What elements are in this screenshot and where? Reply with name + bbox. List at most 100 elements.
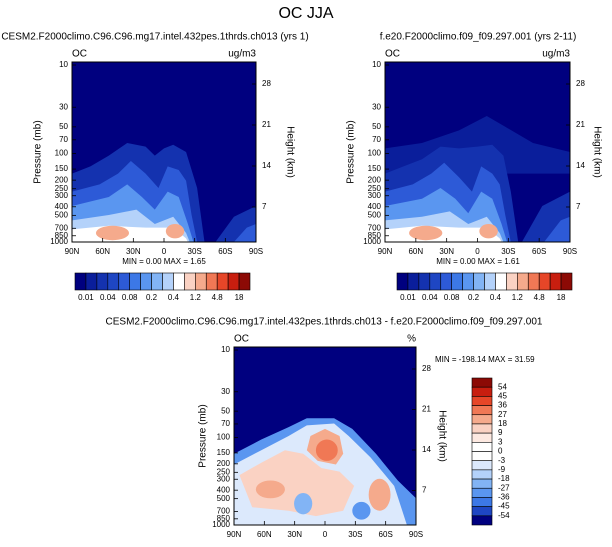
y2-tick-label: 21: [422, 405, 431, 414]
x-tick-label: 90S: [409, 530, 423, 539]
colorbar-label: 0.08: [444, 293, 460, 302]
colorbar-box: [471, 442, 493, 452]
x-tick-label: 90N: [378, 247, 393, 256]
colorbar-label: 1.2: [190, 293, 202, 302]
x-tick-label: 30S: [348, 530, 362, 539]
y-tick-label: 70: [221, 419, 230, 428]
colorbar-label: 0.2: [468, 293, 480, 302]
colorbar-box: [195, 272, 207, 291]
colorbar-box: [560, 272, 573, 291]
colorbar-box: [495, 272, 507, 291]
y-tick-label: 400: [55, 202, 69, 211]
colorbar-box: [418, 272, 431, 291]
colorbar-box: [96, 272, 109, 291]
colorbar-box: [471, 386, 493, 397]
colorbar-box: [471, 377, 493, 388]
variable-label: OC: [72, 49, 87, 60]
colorbar-label: 54: [498, 382, 507, 391]
y-tick-label: 250: [217, 467, 231, 476]
x-tick-label: 90S: [249, 247, 263, 256]
colorbar-box: [227, 272, 240, 291]
colorbar-box: [549, 272, 562, 291]
colorbar-box: [471, 478, 493, 489]
y-tick-label: 50: [372, 122, 381, 131]
units-label: %: [407, 334, 416, 345]
y-tick-label: 850: [55, 231, 69, 240]
colorbar-label: -36: [498, 493, 510, 502]
y-tick-label: 10: [372, 60, 381, 69]
colorbar-label: 3: [498, 437, 503, 446]
panel-title: CESM2.F2000climo.C96.C96.mg17.intel.432p…: [1, 32, 308, 43]
figure-title: OC JJA: [278, 5, 333, 22]
colorbar-label: 0: [498, 447, 503, 456]
contour-field: [234, 347, 416, 525]
x-tick-label: 60S: [218, 247, 232, 256]
colorbar-label: 4.8: [212, 293, 224, 302]
x-tick-label: 90N: [65, 247, 80, 256]
min-max: MIN = 0.00 MAX = 1.61: [436, 257, 520, 266]
colorbar-box: [162, 272, 174, 291]
x-tick-label: 30N: [126, 247, 141, 256]
x-tick-label: 0: [162, 247, 167, 256]
colorbar-box: [471, 414, 493, 425]
colorbar-box: [407, 272, 420, 291]
colorbar-box: [471, 405, 493, 416]
colorbar-box: [484, 272, 496, 291]
y-tick-label: 100: [368, 149, 382, 158]
y-tick-label: 30: [221, 387, 230, 396]
y2-axis-label: Height (km): [591, 126, 602, 178]
colorbar-box: [471, 497, 493, 507]
colorbar-label: 0.4: [168, 293, 180, 302]
colorbar-label: 0.04: [422, 293, 438, 302]
panel-title: f.e20.F2000climo.f09_f09.297.001 (yrs 2-…: [380, 32, 577, 43]
y-tick-label: 150: [217, 448, 231, 457]
colorbar-box: [129, 272, 141, 291]
min-max: MIN = 0.00 MAX = 1.65: [122, 257, 206, 266]
y-tick-label: 300: [217, 474, 231, 483]
colorbar-box: [396, 272, 409, 291]
y-tick-label: 100: [55, 149, 69, 158]
x-tick-label: 30S: [188, 247, 202, 256]
y2-tick-label: 28: [576, 79, 585, 88]
colorbar-box: [238, 272, 251, 291]
y2-axis-label: Height (km): [284, 126, 295, 178]
y-tick-label: 500: [368, 210, 382, 219]
y-tick-label: 300: [368, 191, 382, 200]
colorbar-box: [471, 515, 493, 526]
y-tick-label: 400: [217, 485, 231, 494]
y2-axis-label: Height (km): [436, 410, 447, 462]
panel-title: CESM2.F2000climo.C96.C96.mg17.intel.432p…: [106, 317, 543, 328]
colorbar-box: [85, 272, 98, 291]
y2-tick-label: 7: [422, 486, 427, 495]
y2-tick-label: 7: [576, 202, 581, 211]
y2-tick-label: 28: [262, 79, 271, 88]
y-tick-label: 500: [55, 210, 69, 219]
y2-tick-label: 21: [262, 120, 271, 129]
colorbar-label: 27: [498, 410, 507, 419]
colorbar-label: 1.2: [512, 293, 524, 302]
y-tick-label: 50: [221, 406, 230, 415]
colorbar-box: [473, 272, 485, 291]
colorbar-box: [471, 432, 493, 443]
y-axis-label: Pressure (mb): [33, 120, 44, 183]
y-tick-label: 700: [55, 223, 69, 232]
x-tick-label: 30N: [287, 530, 302, 539]
contour-field: [385, 62, 570, 242]
y-tick-label: 700: [217, 507, 231, 516]
colorbar-label: -27: [498, 483, 510, 492]
min-max: MIN = -198.14 MAX = 31.59: [435, 355, 535, 364]
variable-label: OC: [234, 334, 249, 345]
colorbar-label: 18: [557, 293, 566, 302]
colorbar-box: [118, 272, 130, 291]
x-tick-label: 0: [323, 530, 328, 539]
y-tick-label: 1000: [50, 237, 68, 246]
y-tick-label: 850: [217, 514, 231, 523]
x-tick-label: 30S: [501, 247, 515, 256]
units-label: ug/m3: [228, 49, 256, 60]
colorbar-box: [440, 272, 452, 291]
y-tick-label: 400: [368, 202, 382, 211]
y-tick-label: 250: [55, 184, 69, 193]
y-tick-label: 100: [217, 433, 231, 442]
y-tick-label: 150: [368, 164, 382, 173]
y-axis-label: Pressure (mb): [346, 120, 357, 183]
